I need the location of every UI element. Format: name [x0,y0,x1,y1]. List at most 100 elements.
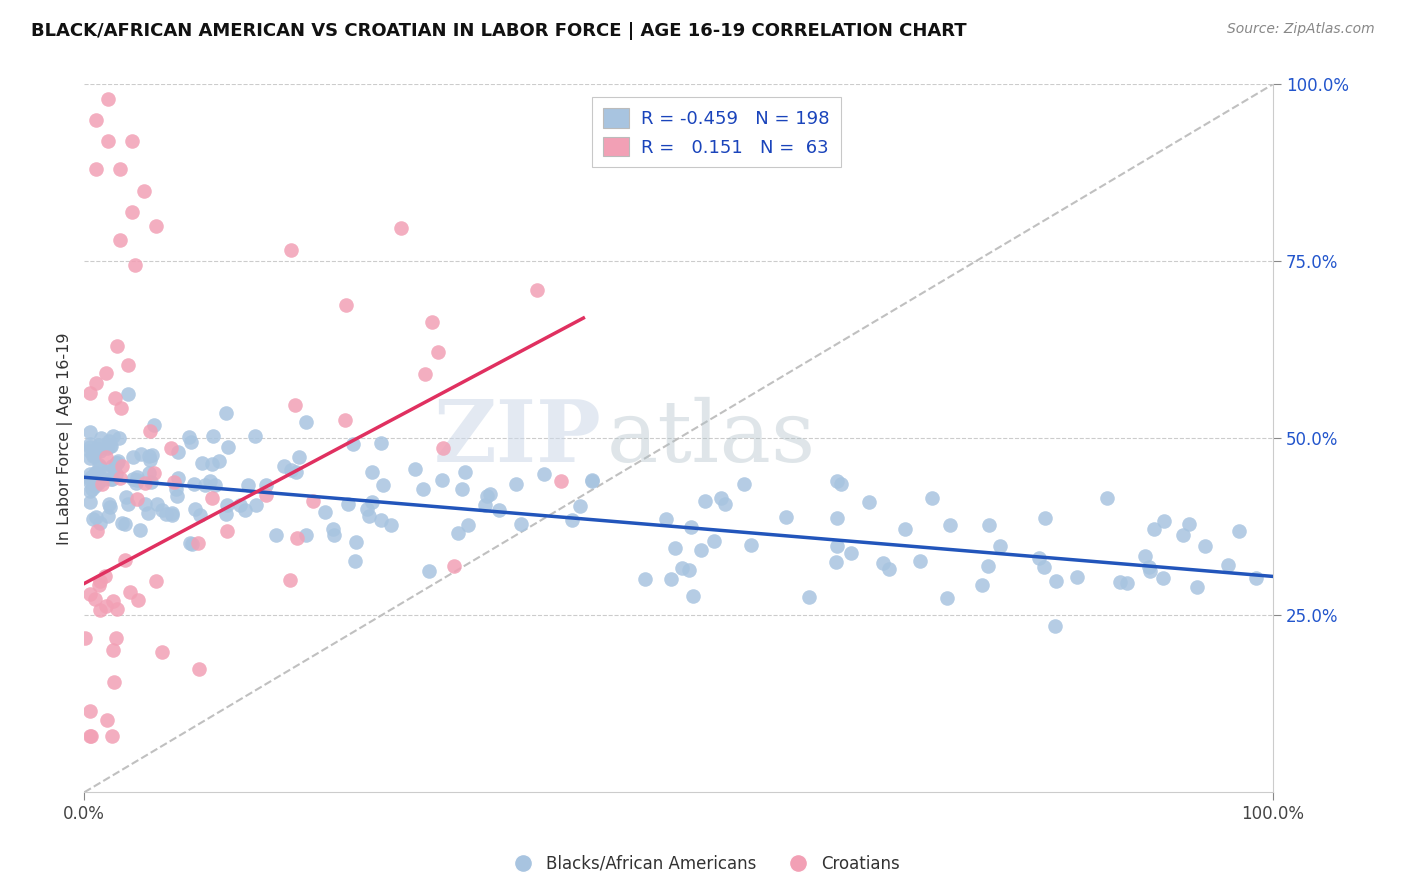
Point [87,437,110,451]
Point [710,491,733,506]
Point [740,538,762,552]
Point [373,477,395,491]
Point [96,450,118,465]
Point [1139,564,1161,578]
Point [284,398,307,412]
Point [101,593,124,607]
Point [972,577,994,591]
Point [79,472,101,486]
Point [84,466,107,480]
Point [488,503,510,517]
Point [150,645,173,659]
Point [581,474,603,488]
Point [129,523,152,537]
Point [163,475,186,489]
Point [323,528,346,542]
Point [1108,574,1130,589]
Point [134,476,156,491]
Point [344,554,367,568]
Point [671,561,693,575]
Point [183,476,205,491]
Point [122,472,145,486]
Point [125,473,148,487]
Point [936,591,959,605]
Point [101,473,124,487]
Point [83,449,105,463]
Point [208,454,231,468]
Point [79,437,101,451]
Point [108,431,131,445]
Point [145,497,167,511]
Point [142,417,165,432]
Point [894,522,917,536]
Point [79,483,101,498]
Text: Source: ZipAtlas.com: Source: ZipAtlas.com [1227,22,1375,37]
Point [370,513,392,527]
Legend: R = -0.459   N = 198, R =   0.151   N =  63: R = -0.459 N = 198, R = 0.151 N = 63 [592,97,841,168]
Point [825,475,848,489]
Point [430,473,453,487]
Point [191,456,214,470]
Point [413,367,436,381]
Point [117,358,139,372]
Point [73,631,96,645]
Point [454,465,477,479]
Point [335,298,357,312]
Point [180,435,202,450]
Point [681,520,703,534]
Point [79,440,101,454]
Point [478,487,501,501]
Point [1032,559,1054,574]
Point [977,559,1000,574]
Point [96,599,118,614]
Point [273,458,295,473]
Point [254,477,277,491]
Point [830,476,852,491]
Point [166,489,188,503]
Point [204,477,226,491]
Point [201,429,224,443]
Point [142,466,165,480]
Point [82,449,104,463]
Point [1033,511,1056,525]
Point [97,92,120,106]
Point [655,512,678,526]
Point [215,407,238,421]
Point [79,729,101,743]
Point [145,219,167,233]
Point [160,508,183,523]
Point [155,507,177,521]
Point [98,500,121,515]
Point [89,574,111,589]
Point [285,532,308,546]
Point [872,556,894,570]
Point [79,704,101,718]
Point [125,491,148,506]
Point [96,713,118,727]
Point [121,134,143,148]
Point [280,573,302,587]
Point [160,506,183,520]
Point [96,441,118,455]
Point [139,475,162,489]
Point [295,527,318,541]
Point [87,458,110,472]
Point [714,497,737,511]
Point [285,465,308,479]
Point [1178,516,1201,531]
Point [797,590,820,604]
Point [1216,558,1239,572]
Point [245,498,267,512]
Point [179,430,201,444]
Point [302,493,325,508]
Point [108,470,131,484]
Point [1227,524,1250,538]
Point [1152,571,1174,585]
Point [314,506,336,520]
Point [114,517,136,532]
Point [111,458,134,473]
Point [89,577,111,591]
Point [295,415,318,429]
Point [1194,539,1216,553]
Point [447,525,470,540]
